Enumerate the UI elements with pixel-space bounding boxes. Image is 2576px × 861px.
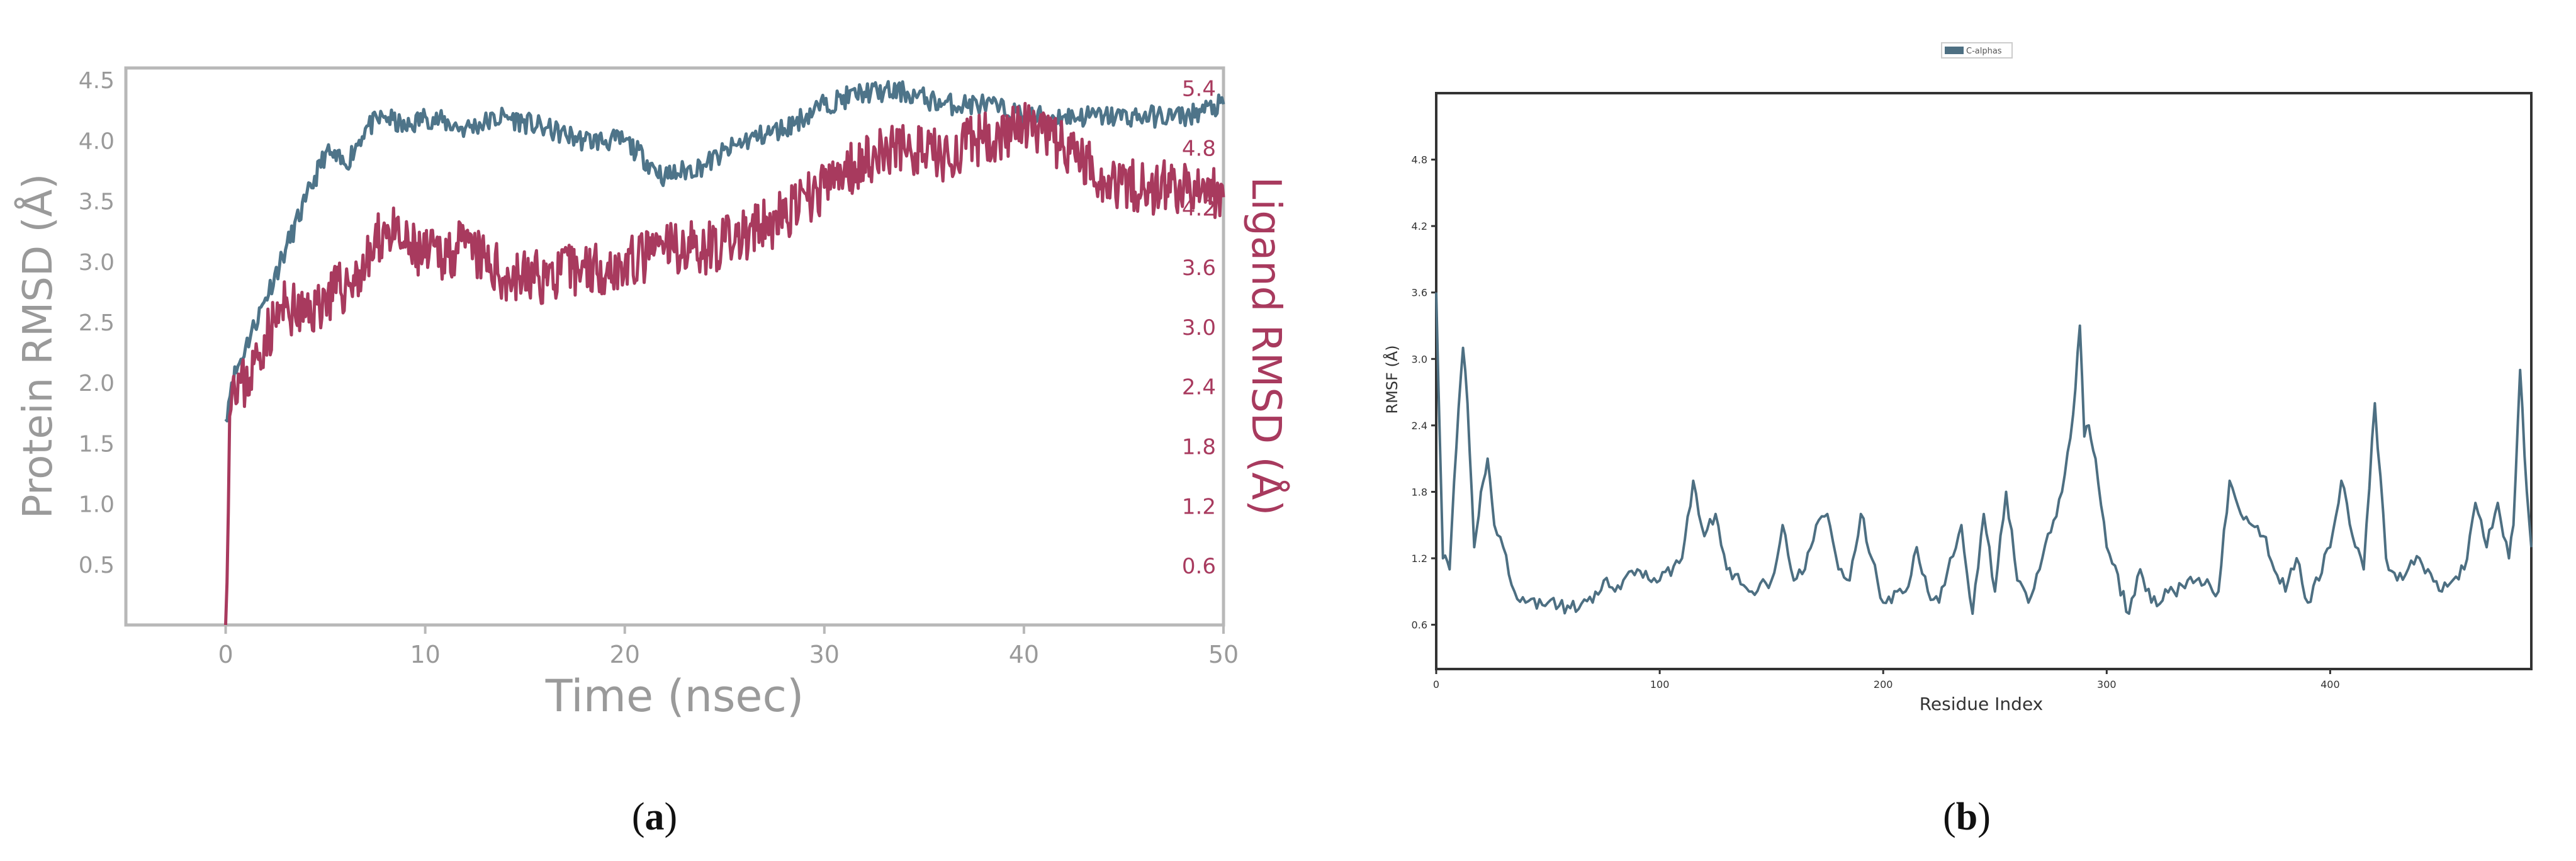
panel-a-y-tick-label: 4.0 [79,128,115,154]
panel-b-caption: (b) [1943,796,1991,838]
legend-swatch [1945,47,1964,54]
panel-b-y-axis-label: RMSF (Å) [1383,345,1401,414]
panel-a-caption: (a) [632,796,677,838]
panel-a-y2-tick-label: 2.4 [1182,375,1216,400]
panel-a-y-tick-label: 1.5 [79,431,115,457]
panel-b-y-tick-label: 1.8 [1412,486,1427,498]
panel-b-y-ticks: 0.6 1.2 1.8 2.4 3.0 3.6 4.2 4.8 [1412,154,1436,631]
panel-a-y-ticks: 0.5 1.0 1.5 2.0 2.5 3.0 3.5 4.0 4.5 [79,68,115,578]
panel-a-y2-axis-label: Ligand RMSD (Å) [1242,177,1290,515]
panel-a-y-tick-label: 4.5 [79,68,115,94]
panel-b-x-axis-label: Residue Index [1920,694,2044,714]
panel-a-plot-frame [124,66,1225,627]
panel-a-y-tick-label: 0.5 [79,553,115,578]
panel-b-x-tick-label: 400 [2320,678,2340,690]
panel-b-x-ticks: 0 100 200 300 400 [1433,669,2340,690]
panel-a-y2-tick-label: 3.0 [1182,315,1216,340]
panel-a-y2-tick-label: 5.4 [1182,77,1216,102]
panel-a-y-tick-label: 1.0 [79,492,115,518]
panel-b-y-tick-label: 3.6 [1412,287,1427,299]
panel-a-x-tick-label: 20 [610,641,640,668]
ligand-rmsd-series [224,101,1225,626]
panel-b-y-tick-label: 2.4 [1412,420,1427,432]
panel-a-chart: 0 10 20 30 40 50 0.51.01.52.02.53.03.54.04.5 … [14,66,1290,722]
panel-a-x-tick-label: 30 [809,641,840,668]
panel-a-y2-ticks: 0.61.21.82.43.03.64.24.85.4 [1182,77,1216,580]
panel-b-legend: C-alphas [1941,42,2013,59]
panel-a-y2-tick-label: 0.6 [1182,554,1216,579]
panel-b-x-tick-label: 0 [1433,678,1439,690]
panel-a-x-axis-label: Time (nsec) [545,670,804,722]
panel-b-y-tick-label: 4.2 [1412,220,1427,232]
panel-b-chart: C-alphas 0 100 200 300 400 0.6 1.2 1.8 2.4 3.0 3.… [1383,42,2533,714]
panel-b-y-tick-label: 4.8 [1412,154,1427,166]
panel-a-y-tick-label: 3.0 [79,250,115,276]
panel-b-y-tick-label: 1.2 [1412,553,1427,565]
panel-a-y2-tick-label: 3.6 [1182,256,1216,281]
panel-a-y-axis-label: Protein RMSD (Å) [14,174,62,519]
panel-a-y2-tick-label: 1.2 [1182,494,1216,519]
panel-a-y-tick-label: 2.5 [79,310,115,336]
panel-b-y-tick-label: 3.0 [1412,353,1427,365]
panel-b-x-tick-label: 100 [1650,678,1670,690]
panel-b-x-tick-label: 300 [2097,678,2117,690]
panel-a-x-ticks: 0 10 20 30 40 50 [218,625,1239,668]
panel-a-y-tick-label: 2.0 [79,371,115,397]
panel-a-y-tick-label: 3.5 [79,189,115,215]
panel-a-x-tick-label: 10 [410,641,440,668]
panel-b-x-tick-label: 200 [1874,678,1893,690]
legend-entry-label: C-alphas [1966,47,2002,56]
panel-a-y2-tick-label: 4.8 [1182,136,1216,161]
panel-b-plot-frame [1435,92,2533,670]
panel-a-x-tick-label: 50 [1208,641,1239,668]
panel-b-y-tick-label: 0.6 [1412,619,1427,631]
panel-a-x-tick-label: 0 [218,641,233,668]
rmsf-series [1435,292,2533,615]
panel-a-y2-tick-label: 1.8 [1182,435,1216,460]
panel-a-x-tick-label: 40 [1009,641,1039,668]
